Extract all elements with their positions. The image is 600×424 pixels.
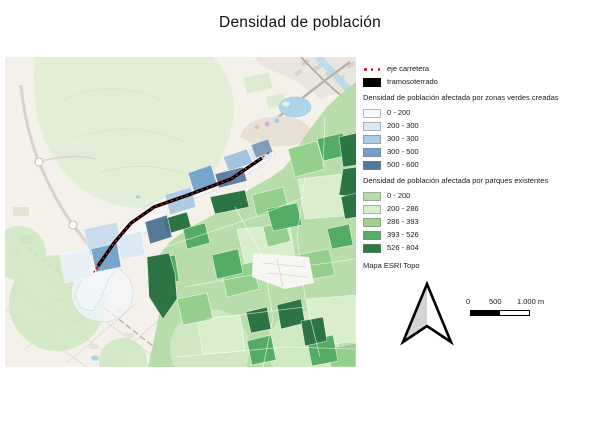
class-swatch bbox=[363, 205, 381, 214]
legend-class-row: 0 - 200 bbox=[363, 190, 600, 203]
class-label: 500 - 600 bbox=[387, 160, 419, 170]
class-label: 0 - 200 bbox=[387, 108, 411, 118]
legend-class-row: 200 - 300 bbox=[363, 120, 600, 133]
legend-panel: eje carretera tramosoterrado Densidad de… bbox=[363, 63, 600, 273]
legend-label: tramosoterrado bbox=[387, 77, 438, 87]
class-label: 0 - 200 bbox=[387, 191, 411, 201]
class-label: 200 - 286 bbox=[387, 204, 419, 214]
legend-class-row: 393 - 526 bbox=[363, 229, 600, 242]
eje-carretera-endpoint bbox=[95, 266, 99, 270]
legend-class-row: 0 - 200 bbox=[363, 107, 600, 120]
class-swatch bbox=[363, 135, 381, 144]
legend-item-eje-carretera: eje carretera bbox=[363, 63, 600, 76]
class-swatch bbox=[363, 218, 381, 227]
class-swatch bbox=[363, 192, 381, 201]
north-arrow-icon bbox=[398, 280, 456, 347]
legend-class-row: 500 - 600 bbox=[363, 159, 600, 172]
class-label: 300 - 300 bbox=[387, 134, 419, 144]
class-label: 393 - 526 bbox=[387, 230, 419, 240]
scalebar-filled-half bbox=[471, 311, 500, 315]
legend-class-row: 200 - 286 bbox=[363, 203, 600, 216]
class-label: 200 - 300 bbox=[387, 121, 419, 131]
legend-class-row: 300 - 500 bbox=[363, 146, 600, 159]
eje-carretera-dotted-line-icon bbox=[363, 65, 381, 74]
red-dot bbox=[364, 68, 367, 71]
page-title: Densidad de población bbox=[219, 14, 381, 31]
scalebar-tick-500: 500 bbox=[489, 297, 502, 306]
legend-item-tramosoterrado: tramosoterrado bbox=[363, 76, 600, 89]
class-label: 526 - 804 bbox=[387, 243, 419, 253]
class-label: 286 - 393 bbox=[387, 217, 419, 227]
legend-class-row: 300 - 300 bbox=[363, 133, 600, 146]
class-label: 300 - 500 bbox=[387, 147, 419, 157]
map-canvas bbox=[0, 54, 358, 389]
scalebar: 0 500 1.000 m bbox=[458, 297, 588, 325]
class-swatch bbox=[363, 109, 381, 118]
class-swatch bbox=[363, 161, 381, 170]
class-swatch bbox=[363, 244, 381, 253]
legend-label: eje carretera bbox=[387, 64, 430, 74]
basemap-label: Mapa ESRI Topo bbox=[363, 261, 420, 270]
black-line-swatch-icon bbox=[363, 78, 381, 87]
legend-class-row: 286 - 393 bbox=[363, 216, 600, 229]
legend-heading-zonas-verdes: Densidad de población afectada por zonas… bbox=[363, 93, 559, 102]
map-svg bbox=[0, 54, 358, 389]
class-swatch bbox=[363, 122, 381, 131]
scalebar-tick-0: 0 bbox=[466, 297, 471, 306]
scalebar-bar bbox=[470, 310, 530, 316]
class-swatch bbox=[363, 148, 381, 157]
red-dot bbox=[377, 68, 380, 71]
red-dot bbox=[370, 68, 374, 71]
legend-class-row: 526 - 804 bbox=[363, 242, 600, 255]
scalebar-tick-1000: 1.000 m bbox=[517, 297, 545, 306]
tramo-soterrado-line bbox=[96, 156, 263, 267]
class-swatch bbox=[363, 231, 381, 240]
legend-heading-parques: Densidad de población afectada por parqu… bbox=[363, 176, 549, 185]
